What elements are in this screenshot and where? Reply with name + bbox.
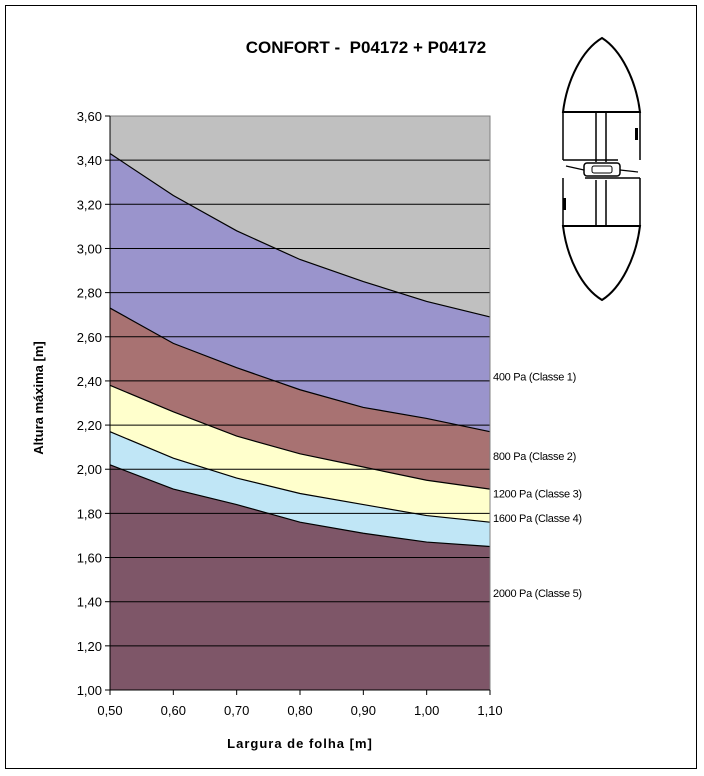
x-tick-label: 0,80: [287, 703, 312, 718]
series-line-2: [109, 307, 491, 433]
y-tick-label: 2,40: [77, 374, 102, 389]
y-tick-label: 3,00: [77, 241, 102, 256]
y-tick-label: 3,40: [77, 153, 102, 168]
series-line-4: [109, 431, 491, 523]
y-tick-label: 2,60: [77, 330, 102, 345]
series-area-5: [110, 464, 490, 690]
series-line-1: [109, 153, 491, 318]
series-label-3: 1200 Pa (Classe 3): [493, 489, 582, 501]
series-line-5: [109, 464, 491, 548]
x-tick-label: 0,70: [224, 703, 249, 718]
series-label-1: 400 Pa (Classe 1): [493, 372, 576, 384]
y-tick-label: 3,20: [77, 197, 102, 212]
chart-title: CONFORT - P04172 + P04172: [246, 38, 486, 57]
y-tick-label: 3,60: [77, 109, 102, 124]
x-tick-label: 1,00: [414, 703, 439, 718]
plot-area: 1,00 1,20 1,40 1,60 1,80 2,00 2,20 2,40 2,60 2,80…: [31, 109, 582, 751]
y-tick-label: 1,20: [77, 639, 102, 654]
profile-section-drawing: [561, 36, 642, 302]
series-label-4: 1600 Pa (Classe 4): [493, 513, 582, 525]
series-label-2: 800 Pa (Classe 2): [493, 451, 576, 463]
series-label-5: 2000 Pa (Classe 5): [493, 588, 582, 600]
x-tick-label: 1,10: [477, 703, 502, 718]
x-tick-label: 0,90: [351, 703, 376, 718]
y-tick-label: 1,40: [77, 595, 102, 610]
y-tick-label: 2,00: [77, 462, 102, 477]
y-tick-label: 1,00: [77, 683, 102, 698]
y-tick-label: 2,80: [77, 286, 102, 301]
x-tick-label: 0,50: [97, 703, 122, 718]
y-tick-label: 2,20: [77, 418, 102, 433]
x-axis-title: Largura de folha [m]: [227, 736, 373, 751]
y-tick-label: 1,80: [77, 506, 102, 521]
y-axis-title: Altura máxima [m]: [31, 341, 46, 454]
y-tick-label: 1,60: [77, 551, 102, 566]
series-line-3: [109, 384, 491, 490]
x-tick-label: 0,60: [161, 703, 186, 718]
